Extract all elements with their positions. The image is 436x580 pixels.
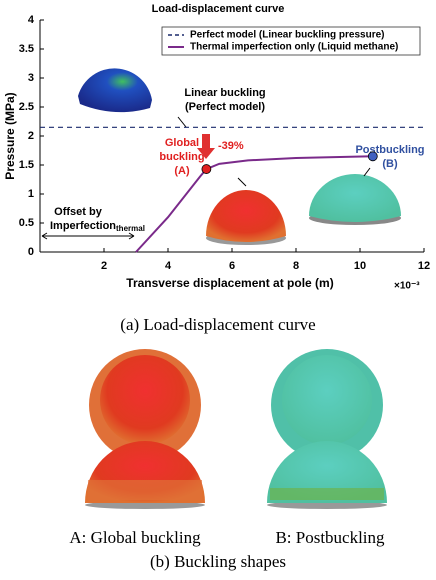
legend [161, 26, 421, 56]
y-tick-label: 1 [28, 188, 34, 200]
annotation: (Perfect model) [185, 101, 265, 113]
legend-label: Thermal imperfection only (Liquid methan… [190, 42, 398, 53]
x-tick-label: 4 [165, 260, 172, 272]
series-line [135, 155, 373, 253]
y-tick-label: 1.5 [19, 159, 34, 171]
x-tick-label: 12 [418, 260, 430, 272]
caption: B: Postbuckling [275, 528, 385, 547]
annotation: -39% [218, 140, 244, 152]
chart-title: Load-displacement curve [152, 3, 285, 15]
annotation: Linear buckling [184, 87, 265, 99]
y-tick-label: 2.5 [19, 101, 34, 113]
arrow [237, 177, 247, 187]
y-tick-label: 2 [28, 130, 34, 142]
y-tick-label: 3.5 [19, 43, 34, 55]
y-tick-label: 3 [28, 72, 34, 84]
caption: (b) Buckling shapes [150, 552, 286, 571]
x-tick-label: 8 [293, 260, 299, 272]
annotation: Imperfectionthermal [50, 220, 145, 233]
arrow [177, 116, 187, 128]
annotation: (A) [174, 165, 190, 177]
dome-images [78, 68, 401, 245]
y-tick-label: 4 [28, 14, 35, 26]
legend-label: Perfect model (Linear buckling pressure) [190, 30, 385, 41]
x-tick-label: 10 [354, 260, 366, 272]
annotation: buckling [159, 151, 204, 163]
buckling-shapes [85, 349, 387, 509]
drop-arrow [197, 134, 215, 159]
offset-arrow [41, 232, 135, 240]
point-marker [201, 164, 212, 174]
annotation: (B) [382, 158, 398, 170]
x-axis-label: Transverse displacement at pole (m) [126, 276, 333, 290]
x-tick-label: 2 [101, 260, 107, 272]
y-axis-label: Pressure (MPa) [3, 92, 17, 179]
x-tick-label: 6 [229, 260, 235, 272]
point-marker [367, 151, 378, 162]
annotation: Postbuckling [355, 144, 424, 156]
annotation: Global [165, 137, 199, 149]
y-tick-label: 0 [28, 246, 34, 258]
caption: (a) Load-displacement curve [120, 315, 315, 334]
x-multiplier: ×10⁻³ [394, 281, 420, 292]
caption: A: Global buckling [69, 528, 201, 547]
y-tick-label: 0.5 [19, 217, 34, 229]
annotation: Offset by [54, 206, 103, 218]
arrow [363, 167, 371, 177]
